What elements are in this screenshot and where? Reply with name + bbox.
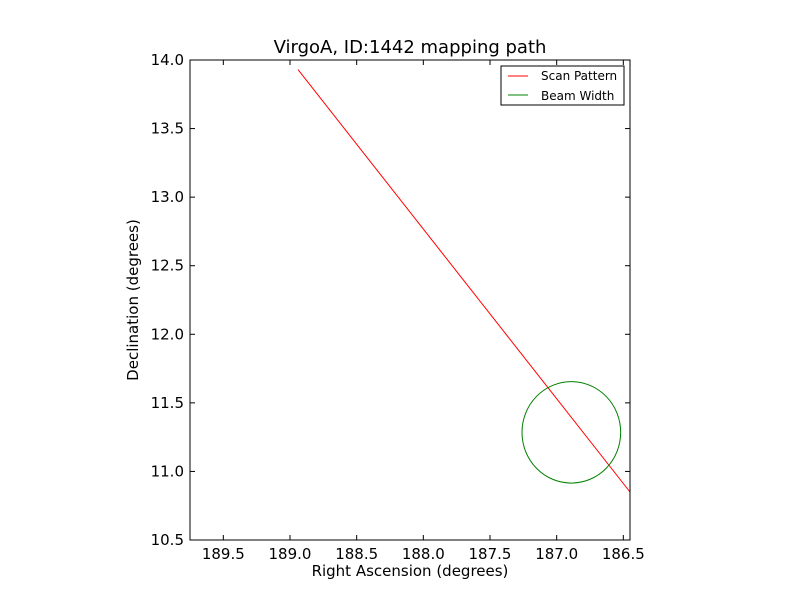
x-tick-label: 186.5	[602, 545, 645, 563]
legend-label-beam-width: Beam Width	[541, 89, 614, 103]
chart-title: VirgoA, ID:1442 mapping path	[274, 37, 547, 58]
x-tick-label: 187.5	[469, 545, 512, 563]
x-tick-label: 188.0	[402, 545, 445, 563]
y-tick-label: 14.0	[151, 51, 184, 69]
x-tick-label: 189.5	[202, 545, 245, 563]
x-tick-label: 188.5	[335, 545, 378, 563]
ticks-layer: 189.5 189.0 188.5 188.0 187.5 187.0 186.5 10.5 1…	[151, 51, 645, 563]
series-circle-beam-width	[521, 381, 622, 484]
legend: Scan Pattern Beam Width	[500, 65, 625, 106]
x-tick-label: 189.0	[269, 545, 312, 563]
plot-area	[189, 59, 631, 541]
y-axis-label: Declination (degrees)	[124, 219, 142, 381]
y-tick-label: 11.0	[151, 462, 184, 480]
series-layer	[297, 69, 630, 493]
y-tick-label: 10.5	[151, 531, 184, 549]
x-axis-label: Right Ascension (degrees)	[312, 562, 509, 580]
legend-label-scan-pattern: Scan Pattern	[541, 69, 617, 83]
y-tick-label: 12.5	[151, 257, 184, 275]
y-tick-label: 13.5	[151, 120, 184, 138]
plot-frame	[189, 59, 631, 541]
x-tick-label: 187.0	[535, 545, 578, 563]
y-tick-label: 11.5	[151, 394, 184, 412]
y-tick-label: 12.0	[151, 325, 184, 343]
legend-box	[500, 65, 625, 106]
y-tick-label: 13.0	[151, 188, 184, 206]
series-line-scan-pattern	[297, 69, 630, 493]
